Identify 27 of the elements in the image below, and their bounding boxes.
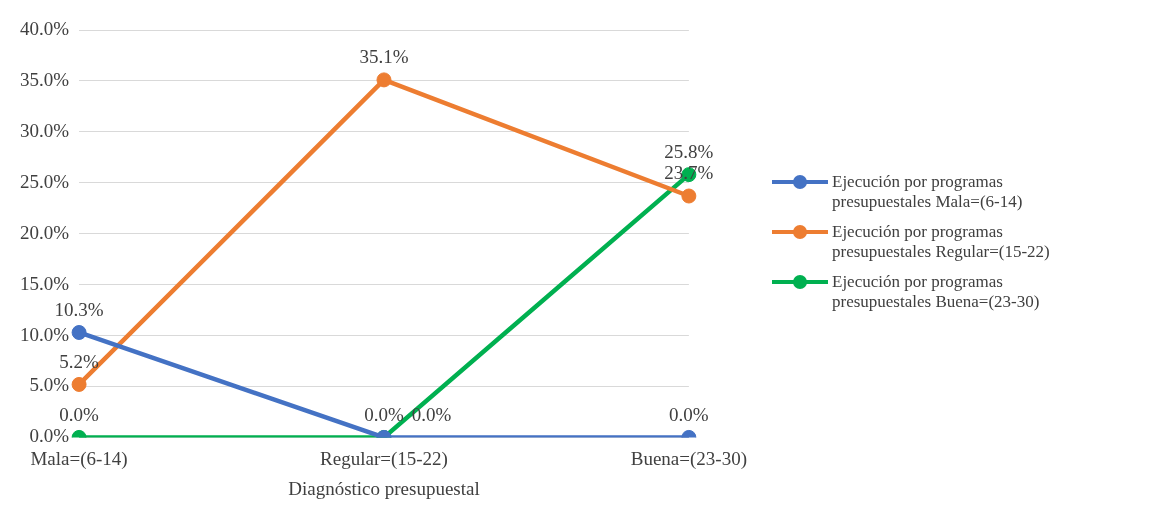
y-tick-label: 30.0% [20, 119, 70, 141]
data-label: 25.8% [664, 141, 714, 163]
y-tick-label: 5.0% [29, 374, 70, 396]
point [376, 72, 392, 88]
data-label: 0.0% [669, 403, 709, 425]
legend-label: Ejecución por programas presupuestales Mala=(6-14) [832, 172, 1024, 212]
x-tick-label: Mala=(6-14) [30, 447, 128, 470]
data-label: 35.1% [359, 46, 409, 68]
data-label: 0.0% [59, 403, 100, 425]
point [71, 324, 87, 340]
data-label: 0.0% [364, 403, 404, 425]
y-tick-label: 20.0% [20, 221, 70, 243]
y-tick-label: 40.0% [20, 17, 70, 39]
point [681, 188, 697, 204]
x-tick-label: Buena=(23-30) [630, 447, 748, 470]
data-label: 5.2% [59, 350, 100, 372]
y-tick-label: 10.0% [20, 323, 70, 345]
data-label: 10.3% [54, 298, 104, 320]
x-axis-title: Diagnóstico presupuestal [288, 477, 480, 499]
y-tick-label: 25.0% [20, 170, 70, 192]
data-label: 0.0% [411, 403, 452, 425]
y-tick-label: 15.0% [20, 272, 70, 294]
x-tick-label: Regular=(15-22) [320, 447, 448, 470]
legend-label: Ejecución por programas presupuestales Regular=(15-22) [832, 222, 1051, 262]
y-tick-label: 35.0% [20, 68, 70, 90]
y-tick-label: 0.0% [29, 425, 70, 447]
legend-label: Ejecución por programas presupuestales Buena=(23-30) [832, 272, 1041, 312]
